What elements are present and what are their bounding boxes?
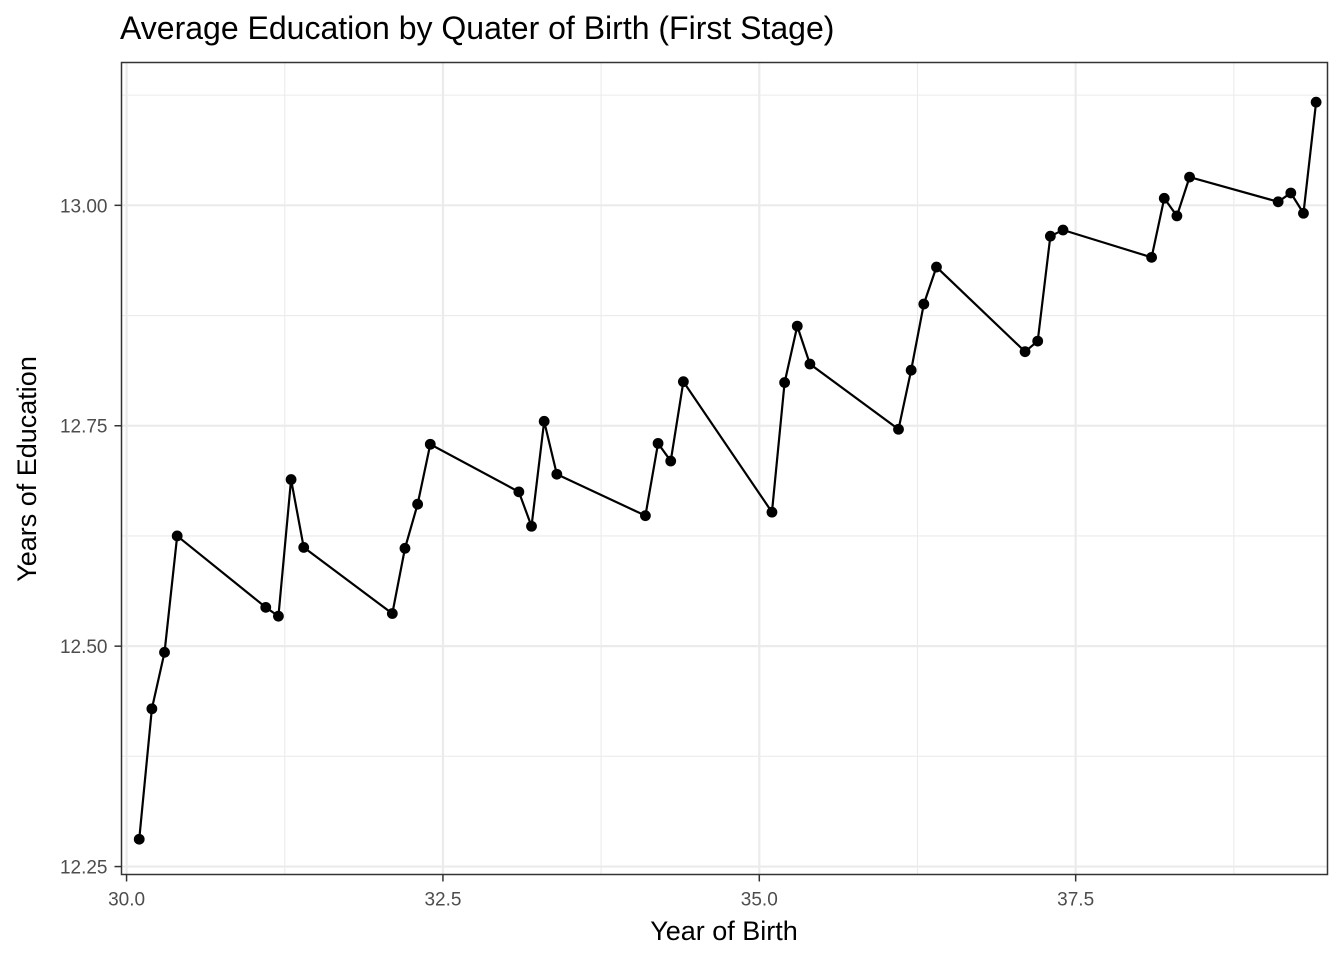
data-point: [399, 542, 411, 554]
x-tick-label: 30.0: [108, 890, 145, 911]
data-point: [918, 298, 930, 310]
x-tick-label: 37.5: [1057, 890, 1094, 911]
grid: [121, 62, 1328, 875]
data-point: [804, 358, 816, 370]
x-tick-label: 32.5: [424, 890, 461, 911]
data-point: [931, 261, 942, 273]
x-tick-label: 35.0: [741, 890, 778, 911]
data-point: [1044, 230, 1056, 242]
x-axis: 30.0 32.5 35.0 37.5: [108, 874, 1094, 911]
data-point: [652, 437, 664, 449]
data-point: [1171, 210, 1183, 222]
data-point: [260, 601, 272, 613]
y-tick-label: 12.50: [60, 637, 108, 658]
data-point: [298, 542, 310, 553]
chart-title: Average Education by Quater of Birth (Fi…: [120, 10, 834, 46]
data-point: [171, 530, 183, 542]
data-point: [273, 610, 284, 622]
x-axis-title: Year of Birth: [650, 916, 798, 946]
y-axis-title: Years of Education: [12, 356, 42, 582]
data-point: [159, 646, 170, 658]
data-point: [551, 468, 563, 480]
data-point: [779, 377, 791, 388]
data-point: [538, 415, 550, 427]
data-point: [1310, 96, 1322, 108]
y-tick-label: 12.25: [60, 858, 108, 879]
data-point: [285, 474, 297, 485]
data-point: [893, 423, 904, 435]
panel-border: [120, 61, 1329, 876]
series: [133, 96, 1322, 845]
data-point: [424, 438, 436, 450]
data-point: [412, 498, 424, 510]
data-point: [1057, 224, 1069, 236]
data-point: [1285, 187, 1297, 199]
data-point: [677, 376, 689, 388]
data-point: [1019, 346, 1031, 358]
data-point: [1032, 335, 1044, 347]
data-point: [1272, 196, 1284, 208]
data-point: [1298, 207, 1309, 219]
data-point: [1184, 171, 1195, 183]
series-line: [138, 102, 1318, 840]
data-point: [1146, 251, 1157, 263]
y-tick-label: 12.75: [60, 417, 108, 438]
data-point: [1158, 192, 1170, 204]
data-point: [665, 455, 677, 467]
data-point: [640, 510, 651, 522]
data-point: [905, 364, 917, 376]
data-point: [791, 320, 803, 332]
data-point: [513, 486, 525, 498]
data-point: [766, 506, 778, 518]
y-tick-label: 13.00: [60, 196, 108, 217]
data-point: [386, 608, 398, 619]
y-axis: 12.25 12.50 12.75 13.00: [60, 196, 122, 879]
data-point: [133, 833, 145, 845]
data-point: [526, 520, 537, 532]
data-point: [146, 703, 158, 715]
